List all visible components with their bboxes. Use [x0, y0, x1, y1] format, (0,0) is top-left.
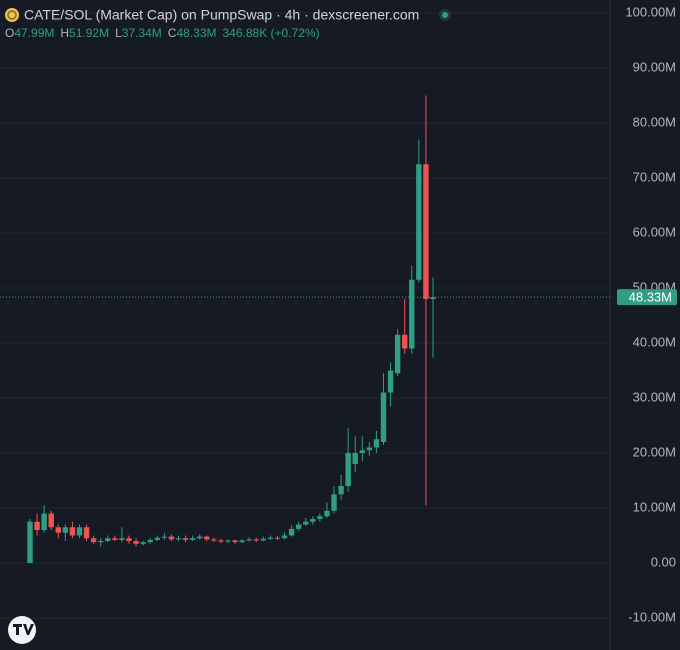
- candle-body: [154, 537, 160, 540]
- candle-body: [161, 536, 168, 538]
- candle-body: [380, 392, 387, 442]
- candle-body: [112, 538, 118, 540]
- candle-body: [303, 521, 309, 525]
- y-tick-label: 90.00M: [633, 59, 676, 74]
- candle-body: [168, 536, 175, 540]
- candle-body: [246, 539, 252, 541]
- y-tick-label: -10.00M: [628, 609, 676, 624]
- legend-key: C: [168, 26, 177, 40]
- candle-body: [218, 540, 224, 542]
- last-price-tag: [617, 289, 677, 306]
- candle-body: [295, 524, 302, 529]
- legend-key: L: [115, 26, 122, 40]
- candle-body: [27, 521, 33, 563]
- candle-body: [41, 513, 47, 530]
- y-tick-label: 20.00M: [633, 444, 676, 459]
- grid: 100.00M90.00M80.00M70.00M60.00M50.00M40.…: [0, 4, 676, 624]
- legend-value: 47.99M: [14, 26, 54, 40]
- candle-body: [260, 538, 267, 541]
- candle-body: [126, 538, 132, 541]
- candle-body: [76, 527, 83, 536]
- candle-body: [133, 541, 139, 544]
- candle-body: [189, 538, 196, 540]
- candle-body: [359, 450, 365, 453]
- candle-body: [373, 439, 380, 448]
- y-tick-label: 0.00: [651, 554, 676, 569]
- candle-body: [324, 510, 330, 517]
- candle-body: [69, 527, 76, 536]
- candle-body: [105, 538, 111, 541]
- token-icon-inner: [7, 10, 17, 20]
- candle-body: [267, 537, 274, 539]
- candle-body: [62, 527, 69, 533]
- legend-change: 346.88K (+0.72%): [223, 26, 320, 40]
- y-tick-label: 10.00M: [633, 499, 676, 514]
- candle-body: [402, 334, 408, 349]
- candle-body: [55, 527, 61, 533]
- last-price-label: 48.33M: [629, 290, 672, 305]
- legend-key: O: [5, 26, 14, 40]
- candle-body: [225, 540, 231, 542]
- legend-value: 51.92M: [69, 26, 109, 40]
- y-tick-label: 80.00M: [633, 114, 676, 129]
- candle-body: [48, 513, 54, 528]
- candle-body: [34, 521, 40, 530]
- candle-body: [232, 540, 238, 543]
- candle-body: [140, 542, 146, 544]
- candle-body: [317, 516, 323, 519]
- candles: [27, 95, 436, 563]
- y-tick-label: 70.00M: [633, 169, 676, 184]
- token-icon: [5, 8, 19, 22]
- candle-body: [345, 453, 351, 486]
- chart-title: CATE/SOL (Market Cap) on PumpSwap · 4h ·…: [24, 7, 419, 23]
- y-tick-label: 60.00M: [633, 224, 676, 239]
- y-tick-label: 40.00M: [633, 334, 676, 349]
- candle-body: [147, 539, 153, 543]
- logo-mark: [13, 624, 34, 635]
- candle-body: [274, 537, 281, 539]
- candle-body: [281, 535, 288, 539]
- candle-body: [338, 486, 344, 495]
- candle-body: [310, 519, 316, 522]
- candle-body: [288, 528, 295, 536]
- legend-value: 37.34M: [122, 26, 162, 40]
- candle-body: [366, 447, 373, 451]
- candle-body: [331, 494, 337, 511]
- candle-body: [98, 541, 104, 543]
- candle-body: [175, 538, 182, 540]
- candle-body: [394, 334, 401, 374]
- candle-body: [409, 279, 415, 349]
- logo[interactable]: [8, 616, 36, 644]
- candle-body: [253, 539, 259, 541]
- candle-body: [239, 540, 245, 543]
- candle-body: [90, 538, 97, 543]
- candle-body: [83, 527, 90, 539]
- candle-body: [196, 536, 203, 539]
- candle-body: [416, 164, 422, 280]
- candle-body: [423, 164, 429, 299]
- candle-body: [204, 536, 210, 540]
- candle-body: [387, 370, 394, 393]
- candle-body: [352, 453, 358, 464]
- y-tick-label: 100.00M: [625, 4, 676, 19]
- status-dot[interactable]: [442, 12, 448, 18]
- candle-body: [119, 538, 125, 540]
- overlay: 48.33M: [0, 289, 677, 306]
- ohlc-legend: O47.99M H51.92M L37.34M C48.33M 346.88K (+0.…: [5, 26, 320, 40]
- y-tick-label: 30.00M: [633, 389, 676, 404]
- legend-value: 48.33M: [176, 26, 216, 40]
- candle-body: [430, 297, 436, 300]
- candle-body: [182, 538, 189, 540]
- legend-key: H: [60, 26, 69, 40]
- candle-body: [211, 539, 217, 541]
